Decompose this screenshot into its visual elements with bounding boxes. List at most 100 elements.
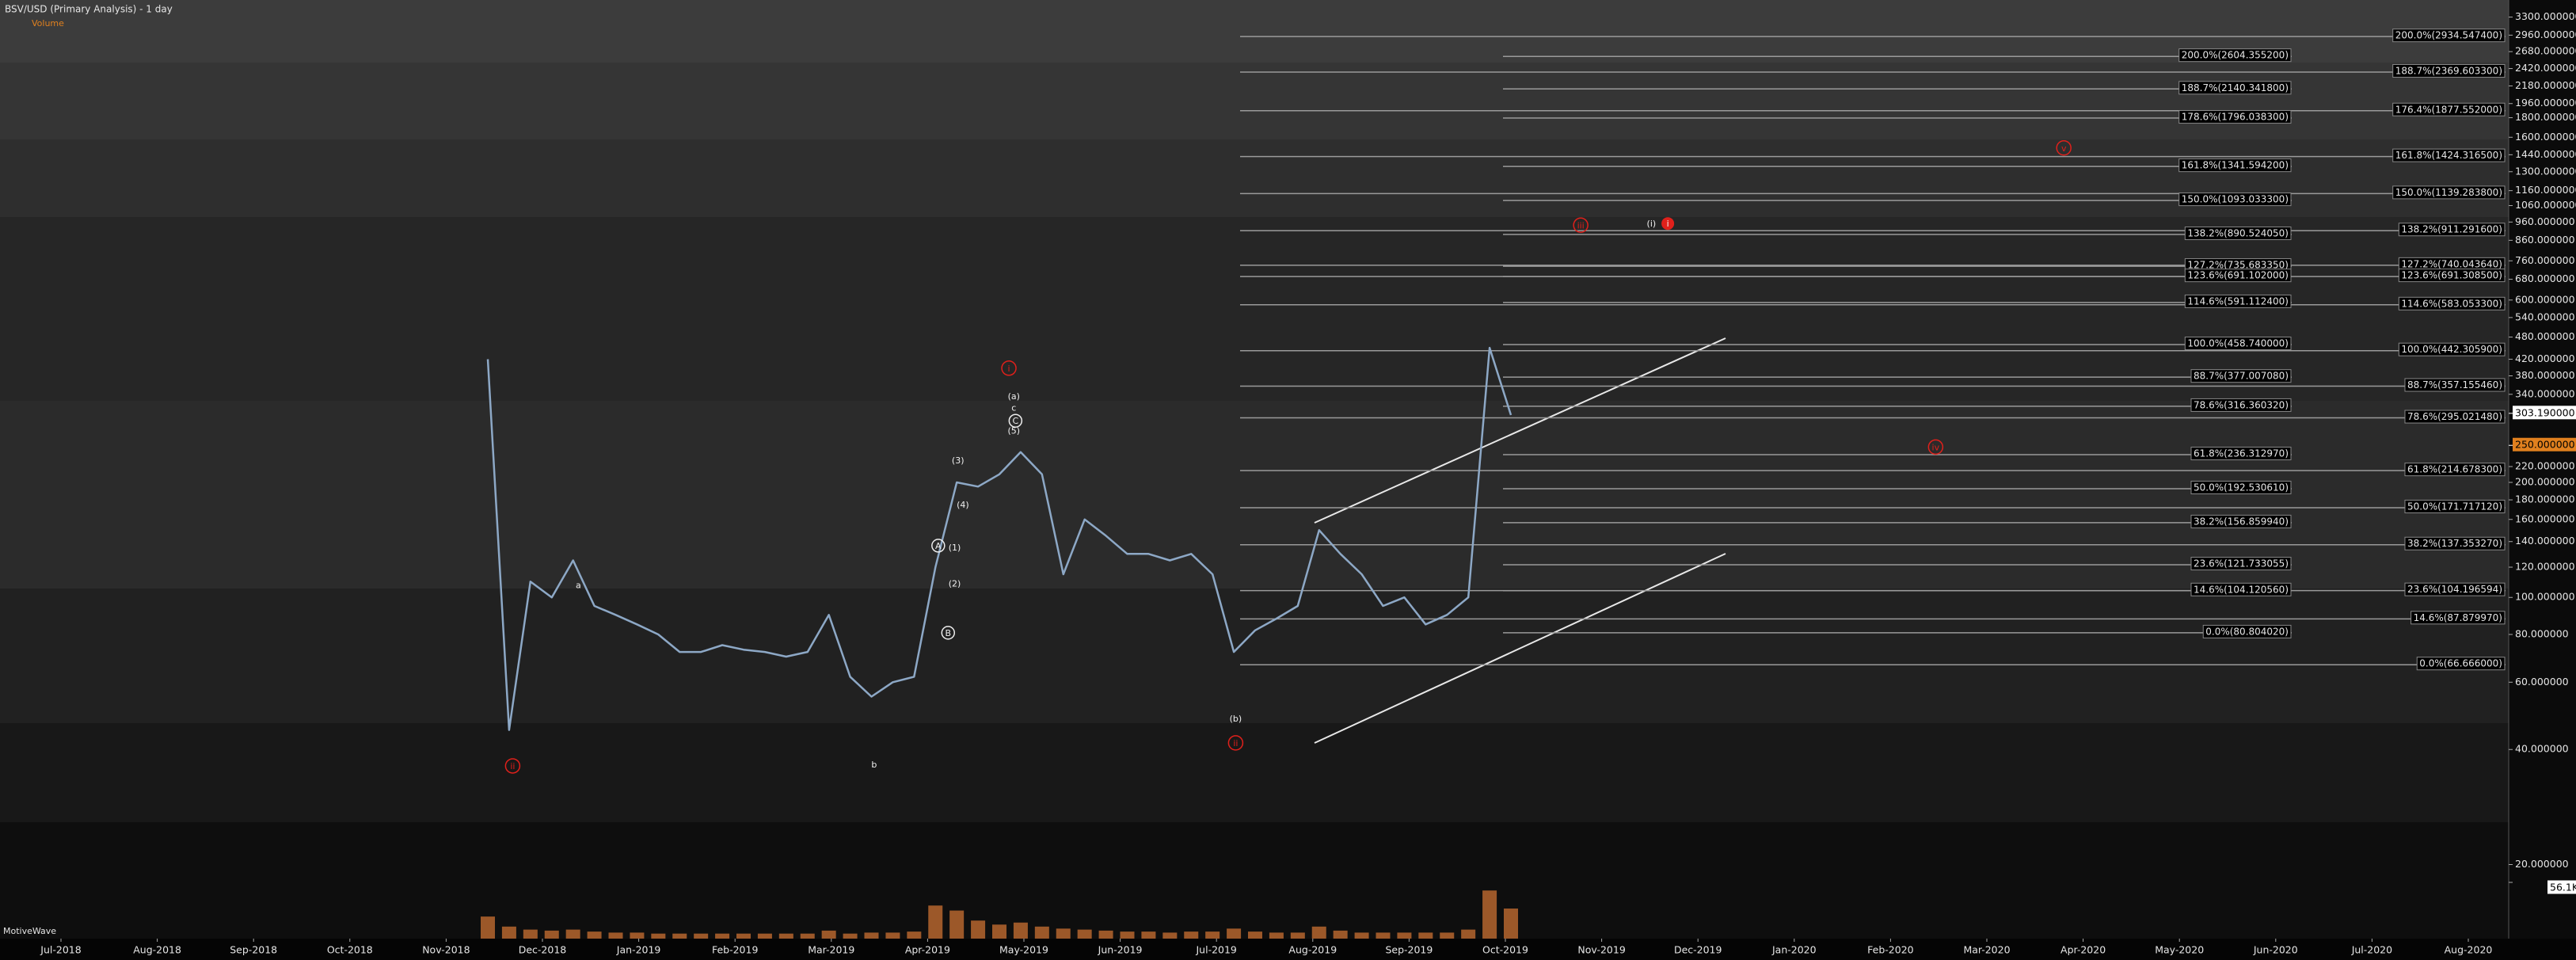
- label-box: [2190, 480, 2292, 494]
- label-box: [2190, 398, 2292, 412]
- wave-label: (b): [1230, 714, 1242, 724]
- label-box: [2404, 463, 2506, 477]
- label-box: [2178, 81, 2292, 95]
- label-box: [2398, 296, 2506, 310]
- wave-label: (5): [1007, 426, 1020, 436]
- volume-bar: [757, 933, 772, 939]
- y-tick-label: 180.000000: [2515, 493, 2575, 505]
- y-tick-label: 80.000000: [2515, 627, 2569, 639]
- volume-bar: [672, 933, 687, 939]
- x-tick-label: Feb-2019: [712, 944, 759, 956]
- watermark: MotiveWave: [3, 926, 56, 936]
- y-tick-label: 760.000000: [2515, 254, 2575, 266]
- fib-label: 100.0%(442.305900): [2401, 344, 2502, 355]
- label-box: [2178, 48, 2292, 63]
- label-box: [2398, 223, 2506, 237]
- x-tick-label: Sep-2019: [1385, 944, 1433, 956]
- label-box: [2178, 158, 2292, 173]
- y-tick-label: 960.000000: [2515, 215, 2575, 227]
- label-box: [2416, 657, 2506, 671]
- volume-bar: [736, 933, 751, 939]
- x-tick-label: Nov-2018: [422, 944, 470, 956]
- fib-label: 38.2%(137.353270): [2407, 538, 2502, 549]
- label-box: [2190, 582, 2292, 596]
- x-tick-label: Jan-2020: [1771, 944, 1817, 956]
- volume-bar: [1120, 931, 1135, 939]
- label-box: [2513, 437, 2576, 451]
- y-tick-label: 680.000000: [2515, 272, 2575, 284]
- wave-circle: [2056, 140, 2072, 156]
- label-box: [2404, 378, 2506, 392]
- x-tick-label: Feb-2020: [1867, 944, 1914, 956]
- volume-bar: [694, 933, 709, 939]
- x-tick-label: May-2020: [2155, 944, 2204, 956]
- x-tick-label: May-2019: [999, 944, 1048, 956]
- volume-bar: [1440, 932, 1455, 939]
- x-tick-label: Aug-2018: [133, 944, 181, 956]
- label-box: [2184, 337, 2292, 351]
- y-tick-label: 380.000000: [2515, 369, 2575, 381]
- chart-title: BSV/USD (Primary Analysis) - 1 day: [5, 4, 173, 15]
- fib-label: 0.0%(80.804020): [2205, 626, 2289, 637]
- volume-bar: [1162, 932, 1178, 939]
- volume-bar: [544, 930, 559, 939]
- x-tick-label: Jun-2019: [1098, 944, 1143, 956]
- fib-label: 50.0%(171.717120): [2407, 501, 2502, 512]
- label-box: [2404, 499, 2506, 513]
- y-tick-label: 1960.000000: [2515, 97, 2576, 109]
- x-tick-label: Oct-2018: [327, 944, 373, 956]
- label-box: [2398, 269, 2506, 283]
- label-box: [2190, 557, 2292, 571]
- fib-label: 150.0%(1139.283800): [2395, 187, 2502, 198]
- wave-label: C: [1013, 416, 1019, 426]
- label-box: [2404, 582, 2506, 596]
- label-box: [2184, 269, 2292, 283]
- volume-bar: [1504, 909, 1518, 939]
- y-tick-label: 540.000000: [2515, 310, 2575, 322]
- fib-label: 14.6%(104.120560): [2194, 584, 2289, 595]
- x-tick-label: Jul-2018: [40, 944, 81, 956]
- y-tick-label: 140.000000: [2515, 535, 2575, 547]
- fib-label: 161.8%(1341.594200): [2182, 160, 2289, 171]
- fib-label: 78.6%(295.021480): [2407, 411, 2502, 422]
- fib-label: 0.0%(66.666000): [2419, 658, 2502, 669]
- volume-tick-label: 56.1K: [2550, 882, 2576, 893]
- label-box: [2184, 294, 2292, 308]
- volume-bar: [608, 932, 623, 939]
- volume-bar: [1056, 928, 1071, 939]
- volume-bar: [928, 905, 943, 939]
- y-tick-label: 1060.000000: [2515, 199, 2576, 211]
- wave-label: B: [946, 628, 952, 638]
- wave-label: ii: [510, 761, 515, 771]
- wave-label: ii: [1233, 738, 1238, 749]
- label-box: [2178, 110, 2292, 124]
- wave-label: c: [1011, 403, 1016, 413]
- wave-label: v: [2061, 143, 2067, 154]
- y-tick-label: 3300.000000: [2515, 10, 2576, 22]
- volume-bar: [992, 924, 1006, 939]
- fib-label: 14.6%(87.879970): [2414, 612, 2502, 623]
- wave-label: i: [1667, 219, 1669, 229]
- y-tick-label: 40.000000: [2515, 743, 2569, 755]
- label-box: [2202, 624, 2292, 638]
- channel-upper: [1314, 337, 1726, 524]
- volume-bar: [949, 910, 965, 939]
- volume-bar: [821, 930, 836, 939]
- label-box: [2392, 102, 2506, 116]
- volume-bar: [523, 929, 538, 939]
- fib-label: 176.4%(1877.552000): [2395, 104, 2502, 115]
- x-tick-label: Mar-2019: [808, 944, 854, 956]
- volume-bar: [1141, 931, 1156, 939]
- volume-bar: [1461, 929, 1476, 939]
- wave-label: (i): [1647, 219, 1657, 229]
- fib-label: 188.7%(2140.341800): [2182, 82, 2289, 93]
- y-tick-label: 20.000000: [2515, 858, 2569, 870]
- fib-label: 188.7%(2369.603300): [2395, 65, 2502, 76]
- fib-label: 78.6%(316.360320): [2194, 399, 2289, 410]
- wave-label: A: [935, 541, 942, 551]
- price-label: 303.190000: [2515, 406, 2575, 418]
- fib-label: 23.6%(121.733055): [2194, 558, 2289, 570]
- x-tick-label: Dec-2019: [1674, 944, 1722, 956]
